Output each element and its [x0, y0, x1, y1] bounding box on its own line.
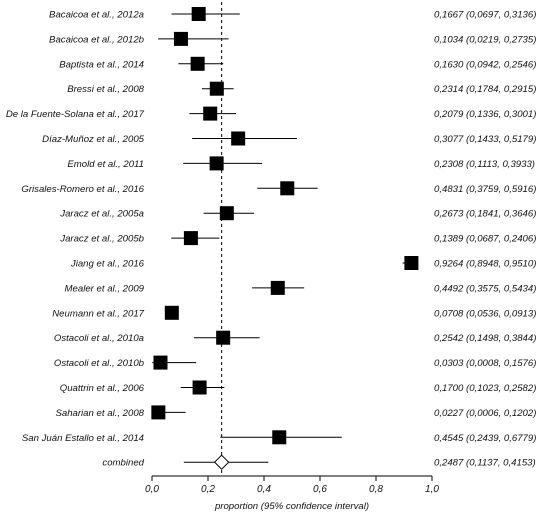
study-estimate-square [404, 256, 419, 270]
study-ci-value: 0,4831 (0,3759, 0,5916) [434, 184, 536, 195]
study-ci-value: 0,0227 (0,0006, 0,1202) [434, 408, 536, 419]
study-estimate-square [190, 56, 205, 71]
study-estimate-square [219, 206, 234, 221]
study-estimate-square [272, 430, 287, 445]
study-label: Jaracz et al., 2005b [59, 234, 144, 245]
study-ci-value: 0,3077 (0,1433, 0,5179) [434, 134, 536, 145]
study-ci-value: 0,1389 (0,0687, 0,2406) [434, 234, 536, 245]
study-estimate-square [203, 106, 218, 121]
study-label: De la Fuente-Solana et al., 2017 [6, 109, 145, 120]
x-tick-label: 0,0 [145, 484, 159, 495]
study-label: Mealer et al., 2009 [65, 283, 145, 294]
study-label: Ostacoli et al., 2010a [54, 333, 144, 344]
combined-ci-value: 0,2487 (0,1137, 0,4153) [434, 458, 536, 469]
ci-value-labels: 0,1667 (0,0697, 0,3136) 0,1034 (0,0219, 0… [434, 10, 536, 469]
study-estimate-square [270, 280, 285, 295]
study-estimate-square [151, 405, 166, 420]
study-label: Bressi et al., 2008 [67, 84, 144, 95]
study-ci-value: 0,4545 (0,2439, 0,6779) [434, 433, 536, 444]
study-label: Jaracz et al., 2005a [59, 209, 144, 220]
x-axis: 0,0 0,2 0,4 0,6 0,8 1,0 [145, 475, 439, 495]
study-ci-value: 0,1034 (0,0219, 0,2735) [434, 34, 536, 45]
study-ci-value: 0,2308 (0,1113, 0,3933) [434, 159, 535, 170]
study-label: Neumann et al., 2017 [52, 308, 144, 319]
study-label: Saharian et al., 2008 [55, 408, 144, 419]
study-ci-value: 0,1700 (0,1023, 0,2582) [434, 383, 536, 394]
study-label: Jiang et al., 2016 [70, 259, 145, 270]
study-ci-value: 0,0303 (0,0008, 0,1576) [434, 358, 536, 369]
study-estimate-square [209, 81, 224, 96]
study-estimate-square [183, 231, 198, 246]
study-label: Ostacoli et al., 2010b [54, 358, 145, 369]
study-ci-value: 0,2079 (0,1336, 0,3001) [434, 109, 536, 120]
study-estimate-square [164, 305, 179, 320]
study-estimate-square [216, 330, 231, 345]
study-ci-value: 0,2673 (0,1841, 0,3646) [434, 209, 536, 220]
study-estimate-square [280, 181, 295, 196]
combined-estimate-diamond [213, 454, 230, 470]
study-label: Emold et al., 2011 [67, 159, 144, 170]
study-label: Díaz-Muñoz et al., 2005 [42, 134, 145, 145]
study-label: Bacaicoa et al., 2012a [49, 10, 144, 21]
study-ci-value: 0,0708 (0,0536, 0,0913) [434, 308, 536, 319]
study-label: San Juán Estallo et al., 2014 [22, 433, 144, 444]
x-tick-label: 0,4 [257, 484, 271, 495]
x-axis-label: proportion (95% confidence interval) [214, 501, 369, 512]
plot-marks [151, 2, 419, 476]
study-ci-value: 0,2314 (0,1784, 0,2915) [434, 84, 536, 95]
x-tick-label: 0,6 [313, 484, 327, 495]
study-label: Grisales-Romero et al., 2016 [21, 184, 144, 195]
study-ci-value: 0,2542 (0,1498, 0,3844) [434, 333, 536, 344]
study-estimate-square [209, 156, 224, 171]
study-estimate-square [153, 355, 168, 370]
study-estimate-square [173, 31, 188, 46]
study-ci-value: 0,1667 (0,0697, 0,3136) [434, 10, 536, 21]
study-ci-value: 0,4492 (0,3575, 0,5434) [434, 283, 536, 294]
x-tick-label: 1,0 [425, 484, 439, 495]
study-ci-value: 0,1630 (0,0942, 0,2546) [434, 59, 536, 70]
study-label: Quattrin et al., 2006 [60, 383, 145, 394]
study-ci-value: 0,9264 (0,8948, 0,9510) [434, 259, 536, 270]
study-label: Baptista et al., 2014 [59, 59, 144, 70]
study-estimate-square [192, 380, 207, 395]
study-estimate-square [231, 131, 246, 146]
combined-label: combined [102, 458, 144, 469]
x-tick-label: 0,8 [369, 484, 383, 495]
study-label: Bacaicoa et al., 2012b [49, 34, 145, 45]
study-labels: Bacaicoa et al., 2012a Bacaicoa et al., 2… [6, 10, 145, 469]
x-tick-label: 0,2 [201, 484, 215, 495]
study-estimate-square [191, 7, 206, 21]
